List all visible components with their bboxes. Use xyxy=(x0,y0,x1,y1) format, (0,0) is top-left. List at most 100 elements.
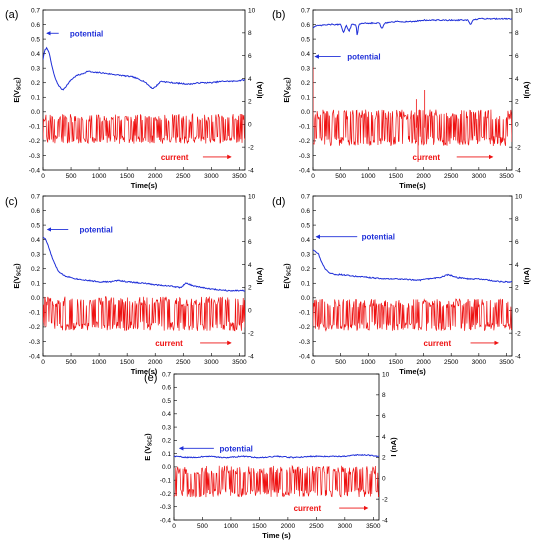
y-left-tick-label: 0.5 xyxy=(31,36,40,43)
x-tick-label: 0 xyxy=(41,173,45,180)
x-tick-label: 500 xyxy=(197,523,208,530)
panel-label: (e) xyxy=(144,372,157,384)
y-left-tick-label: -0.1 xyxy=(299,124,311,131)
y-left-tick-label: 0.6 xyxy=(301,208,310,215)
y-right-tick-label: 4 xyxy=(515,262,519,269)
y-left-tick-label: -0.4 xyxy=(299,353,311,360)
y-right-tick-label: 0 xyxy=(515,308,519,315)
x-axis-title: Time(s) xyxy=(131,181,158,190)
y-left-tick-label: 0.4 xyxy=(31,237,40,244)
x-tick-label: 3000 xyxy=(472,173,487,180)
y-left-tick-label: 0.1 xyxy=(31,281,40,288)
x-tick-label: 2000 xyxy=(148,173,163,180)
current-annotation: current xyxy=(161,153,189,162)
x-tick-label: 1000 xyxy=(92,359,107,366)
y-left-tick-label: 0.0 xyxy=(162,464,171,471)
y-left-tick-label: -0.2 xyxy=(299,138,311,145)
y-left-tick-label: -0.3 xyxy=(299,153,311,160)
y-left-tick-label: 0.0 xyxy=(31,109,40,116)
traces xyxy=(43,46,245,144)
potential-line xyxy=(43,46,245,91)
x-tick-label: 1000 xyxy=(361,359,376,366)
y-right-tick-label: 4 xyxy=(248,76,252,83)
x-tick-label: 1500 xyxy=(120,173,135,180)
potential-line xyxy=(313,17,512,36)
y-right-tick-label: 0 xyxy=(248,122,252,129)
y-left-tick-label: 0.0 xyxy=(31,295,40,302)
y-left-tick-label: 0.4 xyxy=(31,51,40,58)
x-tick-label: 2000 xyxy=(416,359,431,366)
x-axis-title: Time(s) xyxy=(131,367,158,376)
y-right-tick-label: -4 xyxy=(248,167,254,174)
x-tick-label: 2500 xyxy=(444,359,459,366)
y-left-tick-label: -0.1 xyxy=(160,477,172,484)
y-left-tick-label: 0.2 xyxy=(301,266,310,273)
y-left-tick-label: 0.2 xyxy=(301,80,310,87)
current-line xyxy=(174,464,379,498)
y-left-tick-label: -0.4 xyxy=(29,353,41,360)
x-tick-label: 1500 xyxy=(389,173,404,180)
y-left-tick-label: -0.1 xyxy=(299,310,311,317)
panel-label: (c) xyxy=(5,196,18,208)
x-tick-label: 2000 xyxy=(148,359,163,366)
y-left-tick-label: -0.1 xyxy=(29,310,41,317)
y-right-tick-label: 8 xyxy=(248,216,252,223)
y-right-tick-label: 8 xyxy=(515,216,519,223)
y-left-tick-label: -0.3 xyxy=(160,504,172,511)
panel-a: 0 500 1000 1500 2000 2500 3000 3500 -0.4 -0.3 -0.2… xyxy=(5,7,264,190)
potential-annotation: potential xyxy=(70,29,103,38)
y-left-tick-label: 0.7 xyxy=(31,193,40,200)
y-left-tick-label: 0.5 xyxy=(301,36,310,43)
plot-frame xyxy=(312,195,513,357)
y-left-axis-title: E(VSCE) xyxy=(282,77,293,103)
y-left-tick-label: -0.2 xyxy=(160,491,172,498)
x-tick-label: 2500 xyxy=(176,173,191,180)
x-tick-label: 1500 xyxy=(389,359,404,366)
y-left-tick-label: 0.1 xyxy=(301,95,310,102)
y-left-tick-label: 0.5 xyxy=(31,222,40,229)
y-right-tick-label: 8 xyxy=(515,30,519,37)
traces xyxy=(313,17,512,162)
y-right-tick-label: 4 xyxy=(382,434,386,441)
x-tick-label: 2000 xyxy=(416,173,431,180)
panel-label: (d) xyxy=(272,196,285,208)
x-tick-label: 1000 xyxy=(361,173,376,180)
x-tick-label: 3500 xyxy=(232,359,247,366)
x-tick-label: 1000 xyxy=(92,173,107,180)
x-tick-label: 2000 xyxy=(281,523,296,530)
current-annotation: current xyxy=(294,504,322,513)
x-axis-title: Time (s) xyxy=(262,531,291,540)
x-tick-label: 3000 xyxy=(472,359,487,366)
y-left-tick-label: 0.2 xyxy=(31,80,40,87)
y-left-axis-title: E(VSCE) xyxy=(282,263,293,289)
plot-frame xyxy=(173,373,380,521)
traces xyxy=(43,236,245,332)
panel-e: 0 500 1000 1500 2000 2500 3000 3500 -0.4 -0.3 -0.2… xyxy=(143,371,398,540)
y-left-tick-label: 0.3 xyxy=(31,251,40,258)
y-left-tick-label: 0.7 xyxy=(162,371,171,378)
y-left-tick-label: -0.2 xyxy=(29,324,41,331)
y-left-tick-label: -0.3 xyxy=(29,153,41,160)
x-axis-title: Time(s) xyxy=(399,181,426,190)
potential-annotation: potential xyxy=(220,444,253,453)
y-right-axis-title: I(nA) xyxy=(522,81,531,99)
y-left-tick-label: 0.5 xyxy=(301,222,310,229)
y-left-tick-label: 0.3 xyxy=(162,424,171,431)
y-left-tick-label: -0.4 xyxy=(29,167,41,174)
panel-d: 0 500 1000 1500 2000 2500 3000 3500 -0.4 -0.3 -0.2… xyxy=(272,193,531,376)
current-annotation: current xyxy=(424,339,452,348)
y-left-tick-label: 0.0 xyxy=(301,109,310,116)
y-left-tick-label: 0.0 xyxy=(301,295,310,302)
y-right-tick-label: 2 xyxy=(382,455,386,462)
y-right-tick-label: 6 xyxy=(248,53,252,60)
y-right-tick-label: 8 xyxy=(382,392,386,399)
x-tick-label: 3500 xyxy=(499,173,514,180)
potential-annotation: potential xyxy=(347,53,380,62)
current-line xyxy=(43,296,245,332)
y-left-tick-label: -0.4 xyxy=(299,167,311,174)
traces xyxy=(313,249,512,332)
traces xyxy=(174,453,379,498)
y-right-tick-label: 2 xyxy=(248,285,252,292)
x-tick-label: 3000 xyxy=(204,359,219,366)
x-tick-label: 1500 xyxy=(252,523,267,530)
